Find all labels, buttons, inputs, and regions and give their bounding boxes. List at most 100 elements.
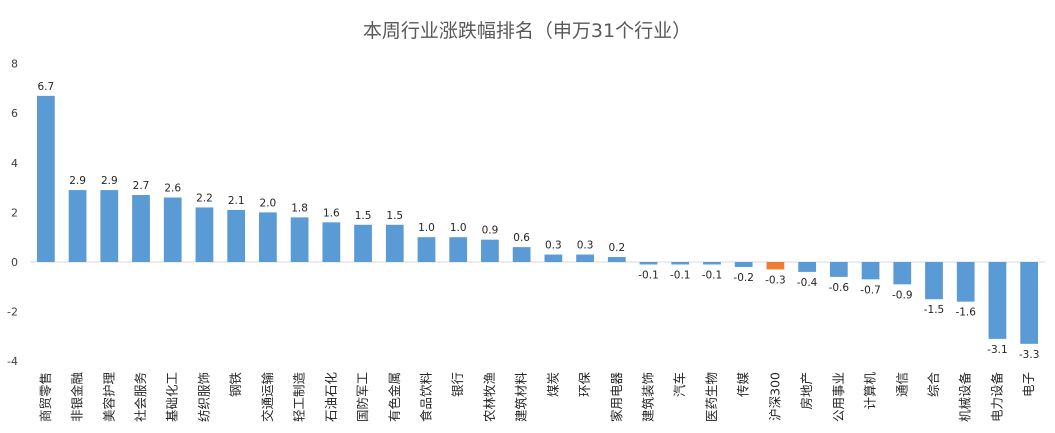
data-label: -0.1	[638, 269, 659, 281]
bar	[354, 224, 372, 262]
x-tick-label: 非银金融	[70, 372, 85, 423]
data-label: -3.3	[1019, 349, 1040, 361]
x-tick-label: 电力设备	[989, 372, 1004, 423]
data-label: 2.9	[101, 175, 118, 187]
data-label: 1.5	[386, 210, 403, 222]
bar	[607, 257, 626, 262]
data-label: -0.3	[765, 274, 786, 286]
y-tick-label: 0	[11, 256, 18, 269]
bar	[322, 222, 341, 262]
data-label: 1.0	[450, 222, 467, 234]
x-tick-label: 钢铁	[228, 372, 243, 398]
x-tick-label: 汽车	[672, 372, 687, 397]
bar	[512, 247, 531, 262]
y-tick-label: -2	[7, 306, 18, 319]
x-tick-label: 石油石化	[323, 372, 338, 423]
y-tick-label: 8	[11, 58, 18, 71]
bar	[829, 262, 848, 277]
data-label: -3.1	[987, 344, 1008, 356]
bar	[544, 254, 563, 262]
y-axis: -4 -2 0 2 4 6 8	[7, 58, 18, 369]
data-label: 2.0	[260, 197, 277, 209]
bar	[195, 207, 214, 262]
bar	[861, 262, 880, 280]
data-label: 0.3	[577, 240, 594, 252]
x-tick-label: 综合	[926, 372, 941, 398]
x-tick-label: 沪深300	[767, 372, 782, 421]
data-label: 1.6	[323, 207, 340, 219]
bars	[36, 95, 1039, 344]
data-label: 2.9	[69, 175, 86, 187]
x-tick-label: 建筑装饰	[641, 372, 656, 422]
x-tick-label: 煤炭	[545, 372, 560, 397]
x-tick-label: 银行	[450, 372, 465, 397]
data-label: 2.6	[164, 183, 181, 195]
x-tick-label: 家用电器	[609, 372, 624, 423]
y-tick-label: 2	[11, 206, 18, 219]
data-label: -0.1	[670, 269, 691, 281]
bar	[703, 262, 721, 265]
x-tick-label: 机械设备	[958, 372, 973, 423]
x-tick-label: 国防军工	[355, 372, 370, 422]
data-label: 1.5	[355, 210, 372, 222]
data-label: -0.1	[702, 269, 723, 281]
x-tick-label: 交通运输	[260, 372, 275, 423]
data-label: -1.6	[955, 307, 976, 319]
bar	[734, 262, 753, 267]
data-label: 6.7	[38, 81, 55, 93]
bar	[925, 262, 943, 300]
x-tick-label: 公用事业	[831, 372, 846, 422]
bar	[576, 254, 594, 262]
y-tick-label: 4	[11, 157, 18, 170]
bar	[639, 262, 658, 265]
bar	[163, 197, 182, 262]
data-label: -0.6	[829, 282, 850, 294]
data-label: -0.9	[892, 289, 913, 301]
x-tick-label: 电子	[1021, 372, 1036, 397]
x-tick-label: 社会服务	[133, 372, 148, 422]
x-tick-label: 传媒	[736, 372, 751, 398]
data-label: 1.0	[418, 222, 435, 234]
data-labels: 6.7 2.9 2.9 2.7 2.6 2.2 2.1 2.0 1.8 1.6 1.5 1.5 1.0 1…	[38, 81, 1040, 361]
x-tick-label: 轻工制造	[292, 372, 307, 423]
x-tick-label: 食品饮料	[418, 372, 433, 423]
x-tick-label: 纺织服饰	[196, 372, 211, 422]
x-tick-label: 商贸零售	[38, 372, 53, 422]
bar	[1020, 262, 1039, 344]
data-label: 2.2	[196, 192, 213, 204]
bar	[227, 209, 246, 262]
data-label: 2.1	[228, 195, 245, 207]
bar	[385, 224, 404, 262]
data-label: -0.4	[797, 277, 818, 289]
bar	[766, 262, 785, 270]
bar	[100, 190, 119, 262]
data-label: 2.7	[133, 180, 150, 192]
bar	[671, 262, 690, 265]
bar	[988, 262, 1007, 339]
data-label: 1.8	[291, 202, 308, 214]
x-tick-label: 美容护理	[101, 372, 116, 423]
bar	[417, 237, 436, 262]
data-label: 0.6	[513, 232, 530, 244]
x-axis-labels: 商贸零售 非银金融 美容护理 社会服务 基础化工 纺织服饰 钢铁 交通运输 轻工制造 石油石化 国防…	[38, 372, 1036, 423]
x-tick-label: 农林牧渔	[482, 372, 497, 422]
bar	[956, 262, 975, 302]
data-label: 0.2	[608, 242, 625, 254]
data-label: -0.7	[860, 284, 881, 296]
chart-title: 本周行业涨跌幅排名（申万31个行业）	[363, 20, 691, 42]
x-tick-label: 房地产	[799, 372, 814, 410]
x-tick-label: 建筑材料	[514, 372, 529, 423]
bar	[481, 239, 499, 262]
bar	[36, 95, 55, 262]
data-label: -0.2	[733, 272, 754, 284]
y-tick-label: -4	[7, 355, 18, 368]
y-tick-label: 6	[11, 107, 18, 120]
x-tick-label: 有色金属	[387, 372, 402, 422]
data-label: 0.9	[482, 225, 499, 237]
bar	[68, 190, 87, 262]
data-label: -1.5	[924, 304, 945, 316]
x-tick-label: 环保	[577, 372, 592, 398]
x-tick-label: 基础化工	[165, 372, 180, 422]
